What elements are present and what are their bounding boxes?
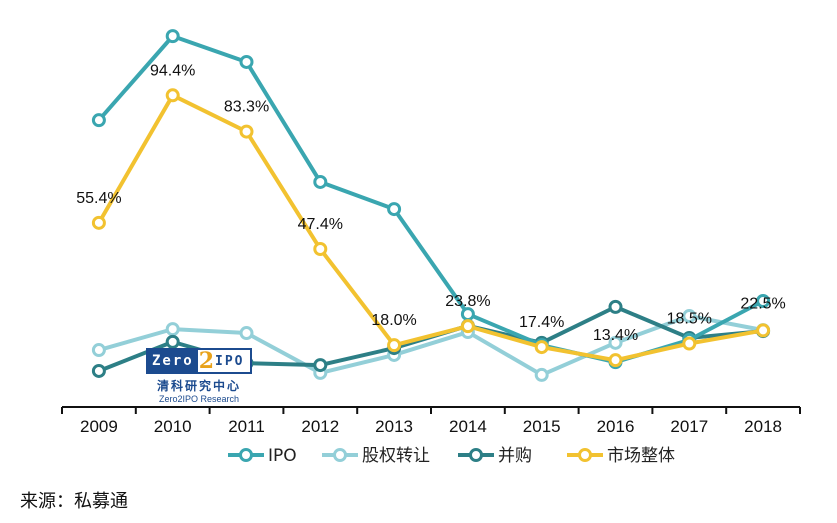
zero2ipo-watermark-logo: Zero 2 IPO 清科研究中心 Zero2IPO Research [146, 348, 252, 404]
data-point [91, 113, 106, 128]
x-tick-label: 2013 [375, 417, 413, 436]
data-point [682, 336, 697, 351]
x-tick-label: 2012 [301, 417, 339, 436]
legend-label: IPO [268, 446, 297, 466]
data-point [387, 202, 402, 217]
data-label: 17.4% [519, 314, 564, 331]
legend-item-市场整体[interactable]: 市场整体 [567, 446, 675, 466]
logo-english-name: Zero2IPO Research [158, 394, 240, 404]
data-point [534, 367, 549, 382]
data-label: 55.4% [76, 190, 121, 207]
data-label: 18.0% [371, 312, 416, 329]
legend-swatch-marker [239, 448, 253, 462]
series-layer [91, 29, 771, 382]
legend-item-并购[interactable]: 并购 [458, 446, 532, 466]
x-tick-label: 2017 [670, 417, 708, 436]
data-point [608, 353, 623, 368]
data-point [239, 124, 254, 139]
data-point [165, 88, 180, 103]
data-point [608, 335, 623, 350]
x-tick-label: 2010 [154, 417, 192, 436]
data-point [313, 242, 328, 257]
legend-label: 并购 [498, 446, 532, 466]
data-point [460, 307, 475, 322]
x-axis: 2009 2010 2011 2012 2013 2014 2015 2016 2017 2018 [61, 406, 801, 436]
data-label: 47.4% [298, 216, 343, 233]
data-point [756, 293, 771, 308]
data-point [460, 319, 475, 334]
series-市场整体 [91, 88, 771, 368]
data-label: 18.5% [667, 311, 712, 328]
legend-item-股权转让[interactable]: 股权转让 [322, 446, 430, 466]
legend-swatch-marker [578, 448, 592, 462]
data-point [91, 215, 106, 230]
logo-two-text: 2 [198, 348, 215, 374]
legend: IPO 股权转让 并购 市场整体 [228, 446, 675, 466]
line-chart: 2009 2010 2011 2012 2013 2014 2015 2016 2017 2018… [61, 29, 801, 466]
data-point [608, 299, 623, 314]
data-point [91, 363, 106, 378]
logo-chinese-name: 清科研究中心 [156, 379, 241, 393]
data-point [165, 334, 180, 349]
data-point [91, 343, 106, 358]
series-line [97, 34, 765, 365]
data-label: 23.8% [445, 293, 490, 310]
x-tick-label: 2009 [80, 417, 118, 436]
legend-label: 股权转让 [362, 446, 430, 466]
x-tick-label: 2015 [523, 417, 561, 436]
logo-zero-text: Zero [148, 350, 198, 372]
data-point [756, 323, 771, 338]
legend-item-IPO[interactable]: IPO [228, 446, 297, 466]
data-point [165, 322, 180, 337]
legend-swatch-marker [469, 448, 483, 462]
legend-label: 市场整体 [607, 446, 675, 466]
data-label: 22.5% [740, 295, 785, 312]
legend-swatch-marker [333, 448, 347, 462]
data-label: 83.3% [224, 99, 269, 116]
data-label: 13.4% [593, 327, 638, 344]
series-line [97, 93, 764, 363]
data-labels: 55.4% 94.4% 83.3% 47.4% 18.0% 23.8% 17.4% 13.4%… [76, 62, 786, 344]
data-point [165, 29, 180, 44]
x-tick-label: 2011 [228, 417, 265, 436]
logo-ipo-text: IPO [215, 353, 245, 369]
source-note: 来源：私募通 [20, 491, 128, 512]
data-point [239, 54, 254, 69]
data-point [387, 338, 402, 353]
data-point [313, 174, 328, 189]
data-point [682, 309, 697, 324]
x-tick-label: 2018 [744, 417, 782, 436]
x-tick-label: 2014 [449, 417, 487, 436]
data-point [313, 358, 328, 373]
data-point [239, 326, 254, 341]
data-label: 94.4% [150, 62, 195, 79]
x-tick-label: 2016 [597, 417, 635, 436]
logo-badge: Zero 2 IPO [146, 348, 252, 374]
series-line [98, 314, 764, 377]
data-point [534, 340, 549, 355]
